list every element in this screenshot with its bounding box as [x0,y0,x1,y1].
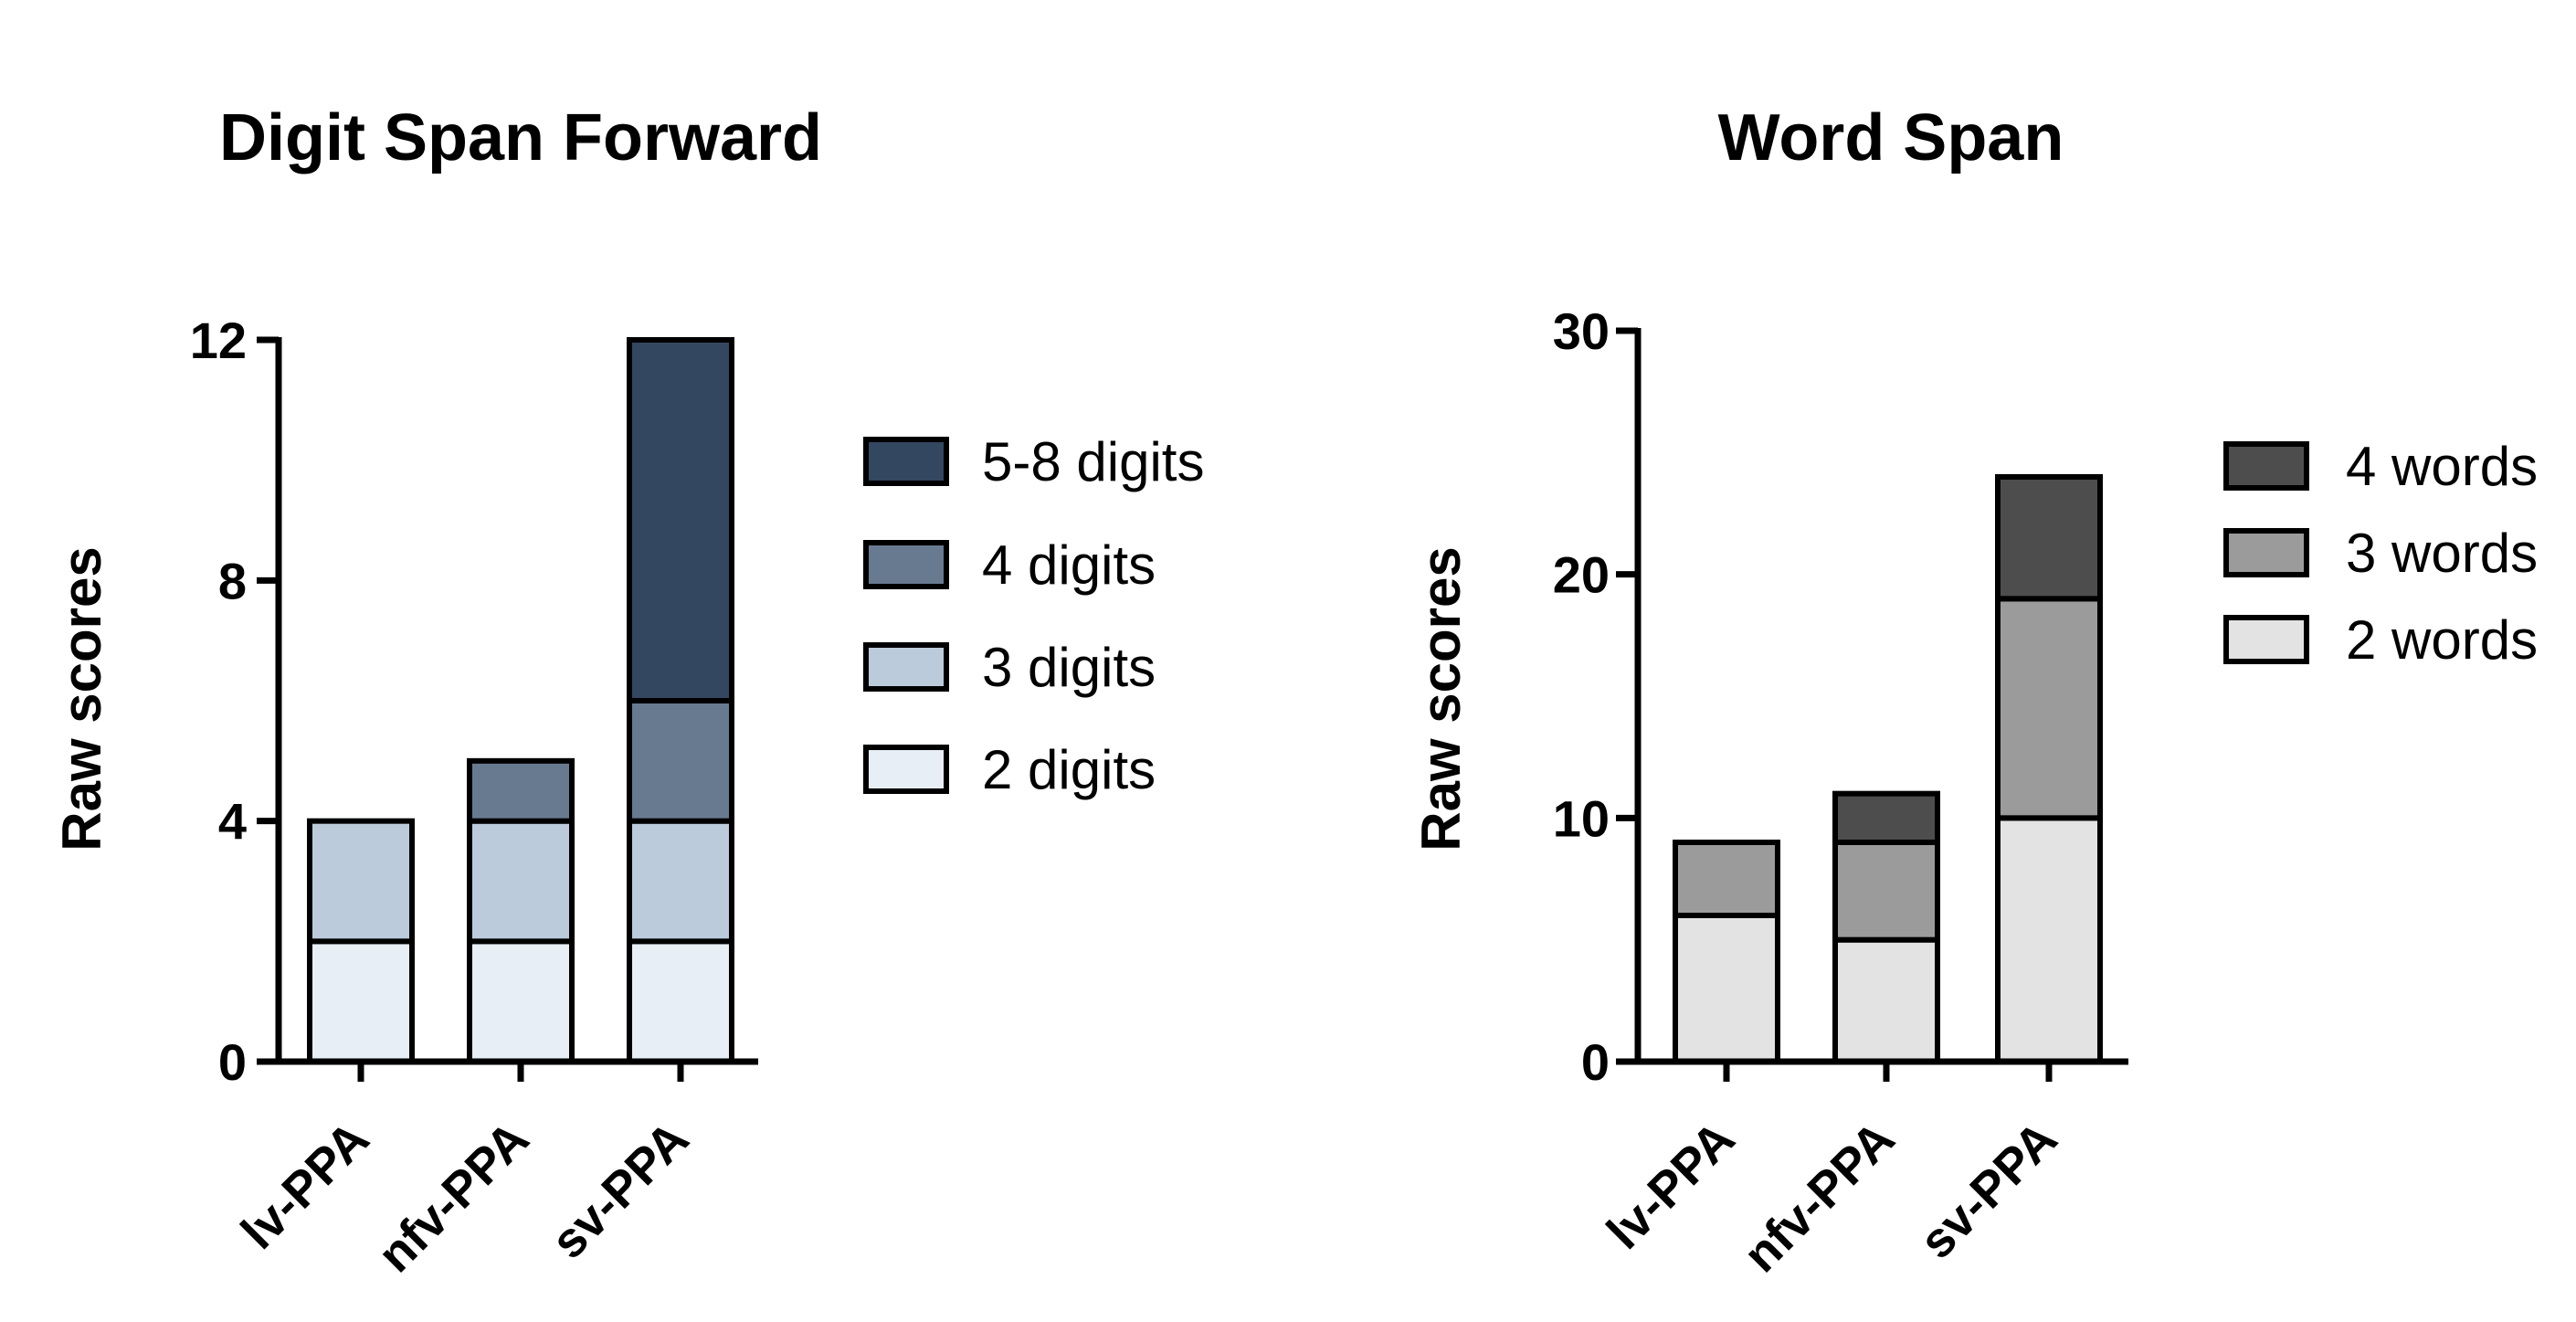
bar-segment-sv-PPA-3-digits [627,818,734,945]
legend-label: 5-8 digits [982,431,1204,492]
legend-label: 4 digits [982,534,1156,596]
legend-swatch [863,745,949,794]
bar-segment-nfv-PPA-3-words [1832,840,1940,943]
bar-segment-sv-PPA-3-words [1995,596,2103,821]
x-tick-label: lv-PPA [1597,1111,1746,1260]
x-tick-label: sv-PPA [1909,1111,2067,1269]
y-tick-label: 4 [218,793,247,851]
y-tick-label: 20 [1553,546,1610,604]
bar-segment-lv-PPA-3-digits [307,818,415,945]
bar-segment-nfv-PPA-2-words [1832,936,1940,1064]
legend-swatch [2223,441,2309,491]
bar-segment-lv-PPA-2-words [1673,913,1780,1064]
chart-title: Digit Span Forward [219,101,822,175]
x-tick-label: nfv-PPA [1733,1111,1905,1283]
x-tick-label: sv-PPA [541,1111,699,1269]
legend-label: 2 digits [982,739,1156,800]
legend-swatch [863,437,949,486]
y-tick-label: 0 [218,1033,247,1091]
bar-segment-sv-PPA-4-digits [627,698,734,824]
bar-segment-sv-PPA-2-words [1995,815,2103,1064]
legend-swatch [2223,528,2309,577]
bar-segment-sv-PPA-4-words [1995,474,2103,602]
legend-label: 3 words [2346,523,2538,584]
bar-segment-nfv-PPA-2-digits [467,938,575,1065]
bar-segment-nfv-PPA-4-words [1832,790,1940,846]
bar-segment-lv-PPA-3-words [1673,840,1780,918]
chart-title: Word Span [1718,101,2064,175]
bar-segment-nfv-PPA-3-digits [467,818,575,945]
y-tick-label: 10 [1553,789,1610,847]
legend-swatch [2223,615,2309,664]
legend-label: 2 words [2346,609,2538,671]
legend-swatch [863,540,949,589]
x-tick-label: nfv-PPA [367,1111,539,1283]
y-tick-label: 0 [1581,1033,1610,1091]
y-tick-label: 8 [218,552,247,609]
y-axis-label: Raw scores [1410,546,1472,851]
x-tick-label: lv-PPA [231,1111,380,1260]
y-tick-label: 12 [190,312,247,369]
legend-label: 3 digits [982,637,1156,698]
legend-label: 4 words [2346,436,2538,497]
legend-swatch [863,642,949,692]
y-axis-label: Raw scores [51,546,112,851]
bar-segment-sv-PPA-5-8-digits [627,337,734,703]
bar-segment-lv-PPA-2-digits [307,938,415,1065]
y-tick-label: 30 [1553,302,1610,360]
bar-segment-nfv-PPA-4-digits [467,757,575,824]
bar-segment-sv-PPA-2-digits [627,938,734,1065]
